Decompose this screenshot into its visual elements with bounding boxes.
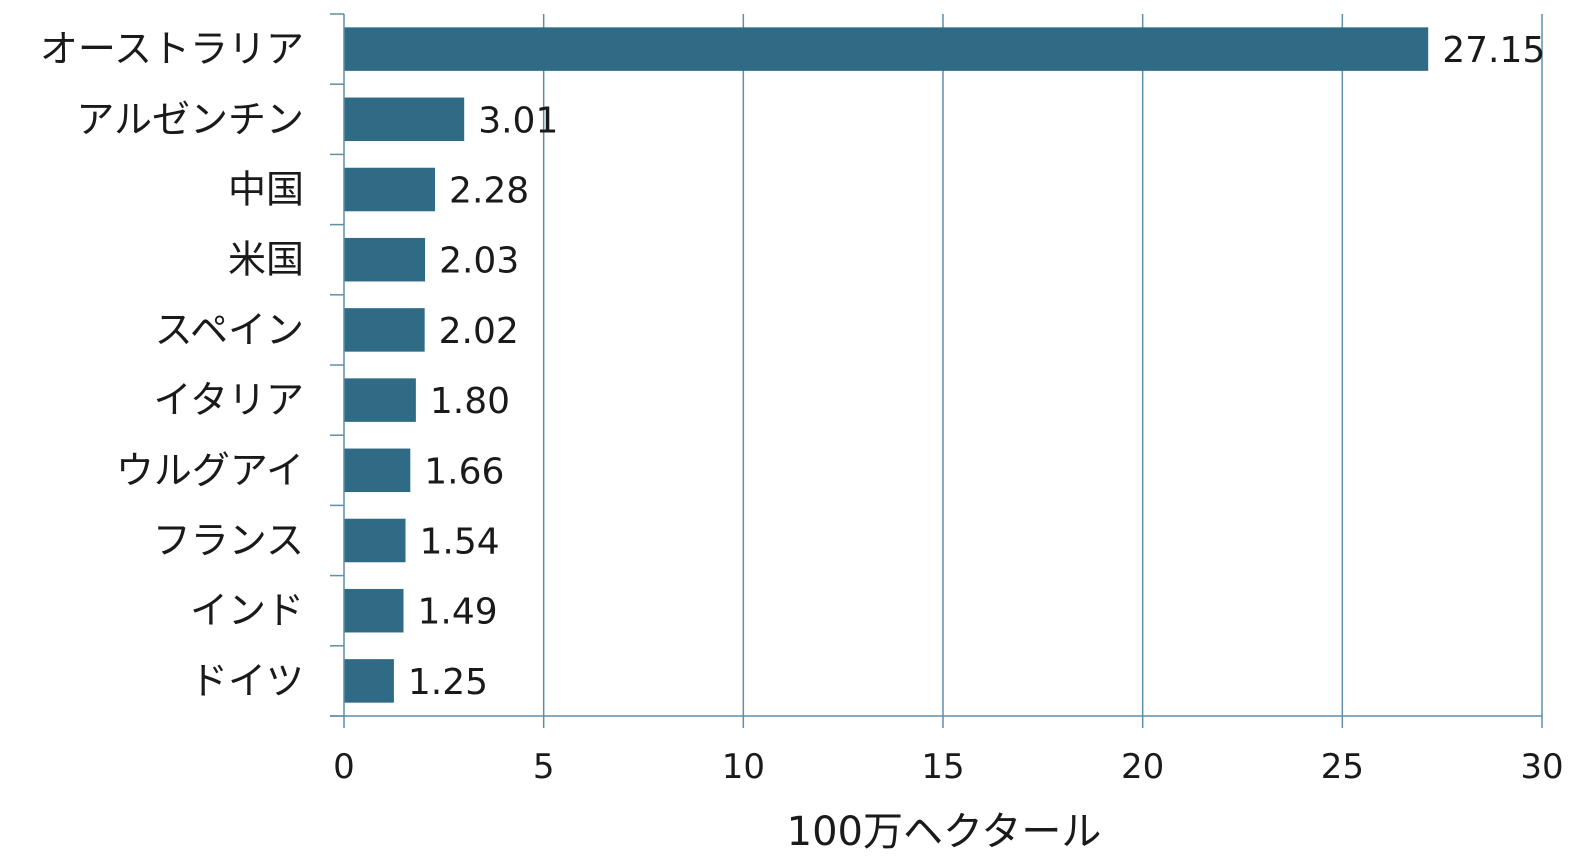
- grid-layer: [542, 14, 1543, 716]
- value-label: 1.54: [419, 522, 499, 563]
- x-tick-label: 25: [1321, 747, 1364, 787]
- value-label: 2.03: [439, 241, 519, 282]
- value-label: 2.28: [449, 171, 529, 212]
- category-label: ドイツ: [190, 659, 304, 703]
- bar: [344, 308, 425, 352]
- category-label: イタリア: [154, 378, 304, 422]
- bar: [344, 167, 436, 212]
- category-label: インド: [190, 589, 304, 633]
- value-label: 1.66: [424, 451, 504, 492]
- x-tick-label: 15: [921, 747, 964, 787]
- bar: [344, 518, 406, 563]
- x-tick-label: 5: [533, 747, 555, 787]
- category-label: アルゼンチン: [76, 97, 304, 141]
- x-tick-label: 0: [333, 747, 355, 787]
- label-layer: 0 5 10 15 20 25 30 オーストラリア 27.15 アルゼンチン 3.01 中国 2.28…: [40, 27, 1564, 787]
- bar: [344, 659, 394, 703]
- bar: [344, 378, 416, 422]
- value-label: 1.80: [430, 381, 510, 422]
- bar: [344, 448, 411, 493]
- bar: [344, 237, 426, 282]
- bar-layer: [344, 27, 1429, 703]
- value-label: 1.49: [418, 592, 498, 633]
- axis-layer: [330, 13, 1543, 728]
- category-label: スペイン: [155, 308, 304, 352]
- category-label: 米国: [228, 238, 304, 282]
- value-label: 3.01: [478, 100, 558, 141]
- bar: [344, 588, 404, 633]
- category-label: 中国: [228, 168, 304, 212]
- bar: [344, 27, 1429, 71]
- bar: [344, 97, 465, 142]
- category-label: フランス: [153, 519, 304, 563]
- x-tick-label: 30: [1520, 747, 1563, 787]
- value-label: 2.02: [439, 311, 519, 352]
- value-label: 27.15: [1442, 30, 1545, 71]
- value-label: 1.25: [408, 662, 488, 703]
- category-label: ウルグアイ: [116, 448, 304, 492]
- category-label: オーストラリア: [40, 27, 304, 71]
- x-tick-label: 10: [722, 747, 765, 787]
- x-tick-label: 20: [1121, 747, 1164, 787]
- x-axis-title: 100万ヘクタール: [787, 809, 1102, 855]
